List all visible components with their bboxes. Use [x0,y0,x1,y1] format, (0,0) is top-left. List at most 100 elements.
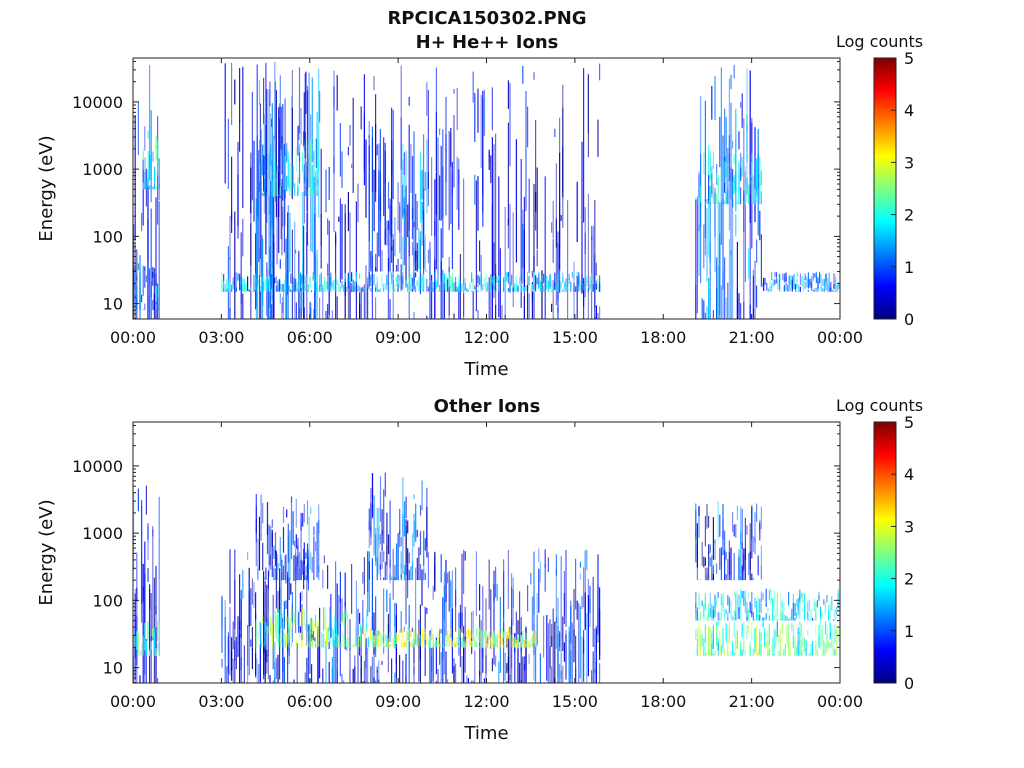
spectrogram-cell [568,631,570,683]
spectrogram-cell [744,548,746,581]
spectrogram-cell [565,630,567,642]
spectrogram-cell [348,645,350,648]
spectrogram-cell [239,620,241,631]
spectrogram-cell [450,579,452,608]
spectrogram-cell [722,593,724,608]
spectrogram-cell [150,281,152,297]
spectrogram-cell [367,639,369,648]
spectrogram-cell [474,92,476,142]
spectrogram-cell [257,630,259,639]
spectrogram-cell [155,627,157,683]
spectrogram-cell [316,190,318,196]
spectrogram-cell [313,526,315,536]
spectrogram-cell [376,507,378,573]
spectrogram-cell [533,289,535,292]
spectrogram-cell [743,548,745,571]
spectrogram-cell [311,77,313,163]
spectrogram-cell [827,284,829,292]
spectrogram-cell [453,282,455,292]
spectrogram-cell [696,543,698,581]
spectrogram-cell [326,630,328,646]
spectrogram-cell [371,616,373,631]
spectrogram-cell [738,654,740,656]
spectrogram-cell [418,547,420,581]
spectrogram-cell [133,492,135,572]
spectrogram-cell [146,178,148,190]
spectrogram-cell [363,112,365,186]
spectrogram-cell [727,640,729,656]
spectrogram-cell [284,633,286,648]
x-axis-label: Time [463,359,508,380]
spectrogram-cell [399,275,401,281]
spectrogram-cell [423,239,425,269]
spectrogram-cell [256,278,258,290]
spectrogram-cell [272,296,274,319]
spectrogram-cell [235,272,237,289]
spectrogram-cell [405,643,407,648]
spectrogram-cell [595,661,597,683]
spectrogram-cell [832,619,834,621]
spectrogram-cell [263,77,265,124]
spectrogram-cell [578,275,580,283]
spectrogram-cell [231,284,233,292]
spectrogram-cell [266,501,269,555]
panel2-plot: 00:00 03:00 06:00 09:00 12:00 15:00 18:00 21:00… [36,413,914,744]
spectrogram-cell [796,291,798,292]
spectrogram-cell [363,287,365,292]
spectrogram-cell [427,286,429,291]
spectrogram-cell [733,610,735,620]
spectrogram-cell [716,194,718,205]
spectrogram-cell [825,283,827,291]
spectrogram-cell [290,503,293,560]
spectrogram-cell [376,557,378,581]
spectrogram-cell [520,281,522,292]
spectrogram-cell [152,186,154,190]
spectrogram-cell [455,642,457,648]
spectrogram-cell [371,504,374,519]
spectrogram-cell [439,627,441,638]
spectrogram-cell [282,647,284,672]
spectrogram-cell [349,212,351,319]
spectrogram-cell [265,621,267,631]
spectrogram-cell [405,185,407,288]
spectrogram-cell [503,571,505,619]
colorbar-tick-label: 4 [904,101,914,120]
spectrogram-cell [240,279,242,286]
spectrogram-cell [399,275,401,281]
spectrogram-cell [551,222,553,233]
spectrogram-cell [308,72,310,188]
spectrogram-cell [491,204,493,319]
spectrogram-cell [392,234,394,277]
spectrogram-cell [543,274,545,281]
spectrogram-cell [321,632,323,648]
spectrogram-cell [421,569,423,606]
spectrogram-cell [475,642,478,648]
spectrogram-cell [440,643,442,648]
spectrogram-cell [155,653,157,656]
spectrogram-cell [696,196,698,204]
spectrogram-cell [560,282,562,287]
spectrogram-cell [134,243,136,319]
spectrogram-cell [242,283,244,292]
spectrogram-cell [286,272,288,319]
spectrogram-cell [419,172,422,204]
spectrogram-cell [306,543,309,574]
spectrogram-cell [811,285,813,291]
spectrogram-cell [144,622,146,635]
spectrogram-cell [413,639,415,683]
spectrogram-cell [316,522,318,578]
spectrogram-cell [392,275,394,319]
spectrogram-cell [302,262,304,311]
spectrogram-cell [744,517,746,561]
spectrogram-cell [391,272,393,285]
spectrogram-cell [736,505,738,521]
spectrogram-cell [583,639,585,654]
spectrogram-cell [226,288,228,292]
spectrogram-cell [432,287,434,292]
spectrogram-cell [416,251,418,272]
spectrogram-cell [738,557,740,581]
spectrogram-cell [351,289,353,292]
spectrogram-cell [498,661,500,683]
spectrogram-cell [762,593,764,601]
spectrogram-cell [738,607,740,619]
